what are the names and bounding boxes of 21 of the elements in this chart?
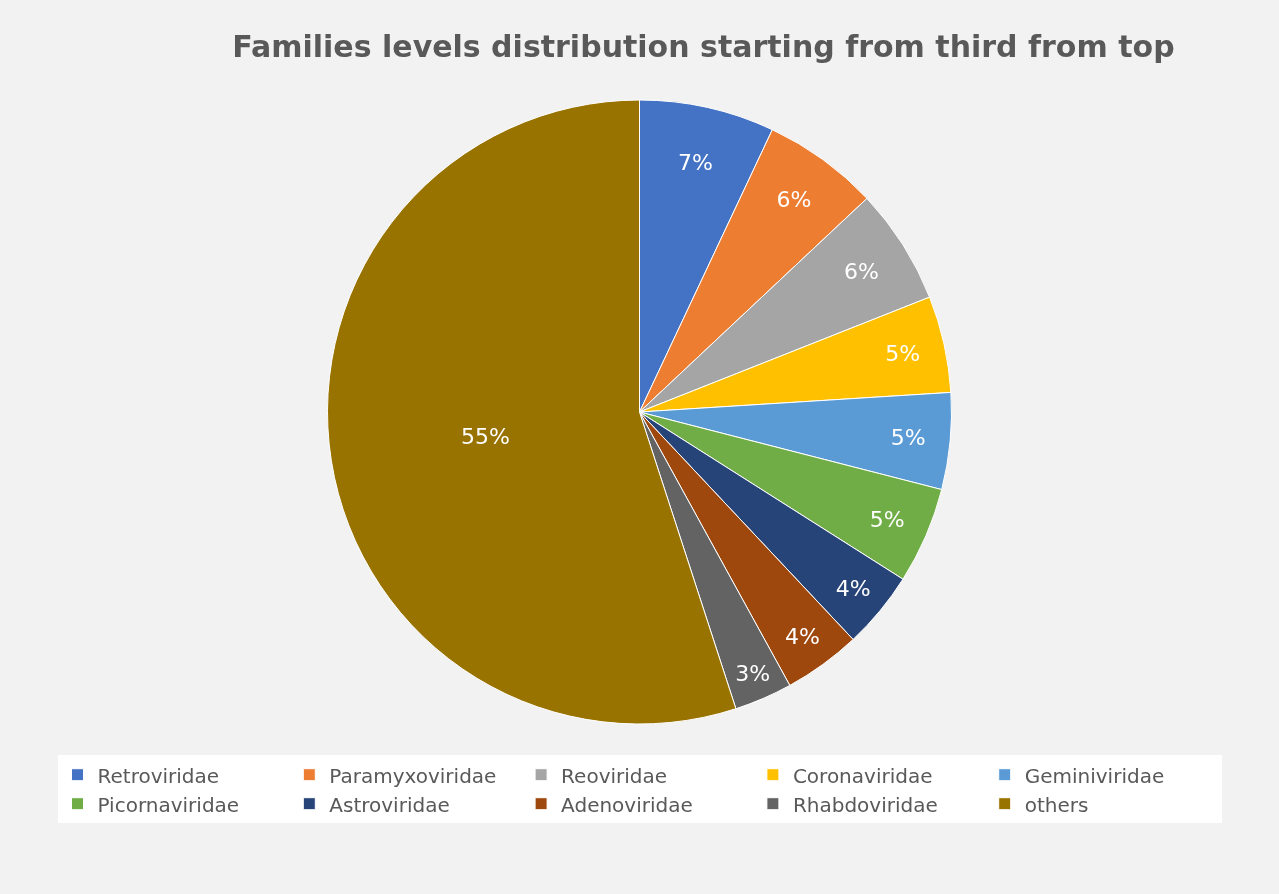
legend-label: Picornaviridae bbox=[97, 792, 240, 817]
data-label: 55% bbox=[460, 423, 510, 449]
data-label: 5% bbox=[885, 340, 921, 366]
legend-label: Retroviridae bbox=[97, 763, 220, 788]
legend-label: Rhabdoviridae bbox=[792, 792, 938, 817]
data-label: 3% bbox=[735, 661, 771, 687]
legend-label: Adenoviridae bbox=[561, 792, 693, 817]
legend-label: Paramyxoviridae bbox=[329, 763, 497, 788]
data-label: 4% bbox=[785, 623, 820, 649]
chart-title: Families levels distribution starting from third from top bbox=[232, 28, 1175, 64]
data-label: 5% bbox=[869, 506, 905, 532]
legend-label: others bbox=[1024, 792, 1089, 817]
legend-label: Geminiviridae bbox=[1024, 763, 1165, 788]
data-label: 7% bbox=[677, 149, 713, 175]
legend-label: Reoviridae bbox=[561, 763, 668, 788]
data-label: 6% bbox=[776, 186, 812, 212]
data-label: 5% bbox=[890, 424, 926, 450]
legend-label: Astroviridae bbox=[329, 792, 450, 817]
data-label: 6% bbox=[843, 258, 879, 284]
legend-label: Coronaviridae bbox=[792, 763, 933, 788]
data-label: 4% bbox=[835, 576, 871, 602]
